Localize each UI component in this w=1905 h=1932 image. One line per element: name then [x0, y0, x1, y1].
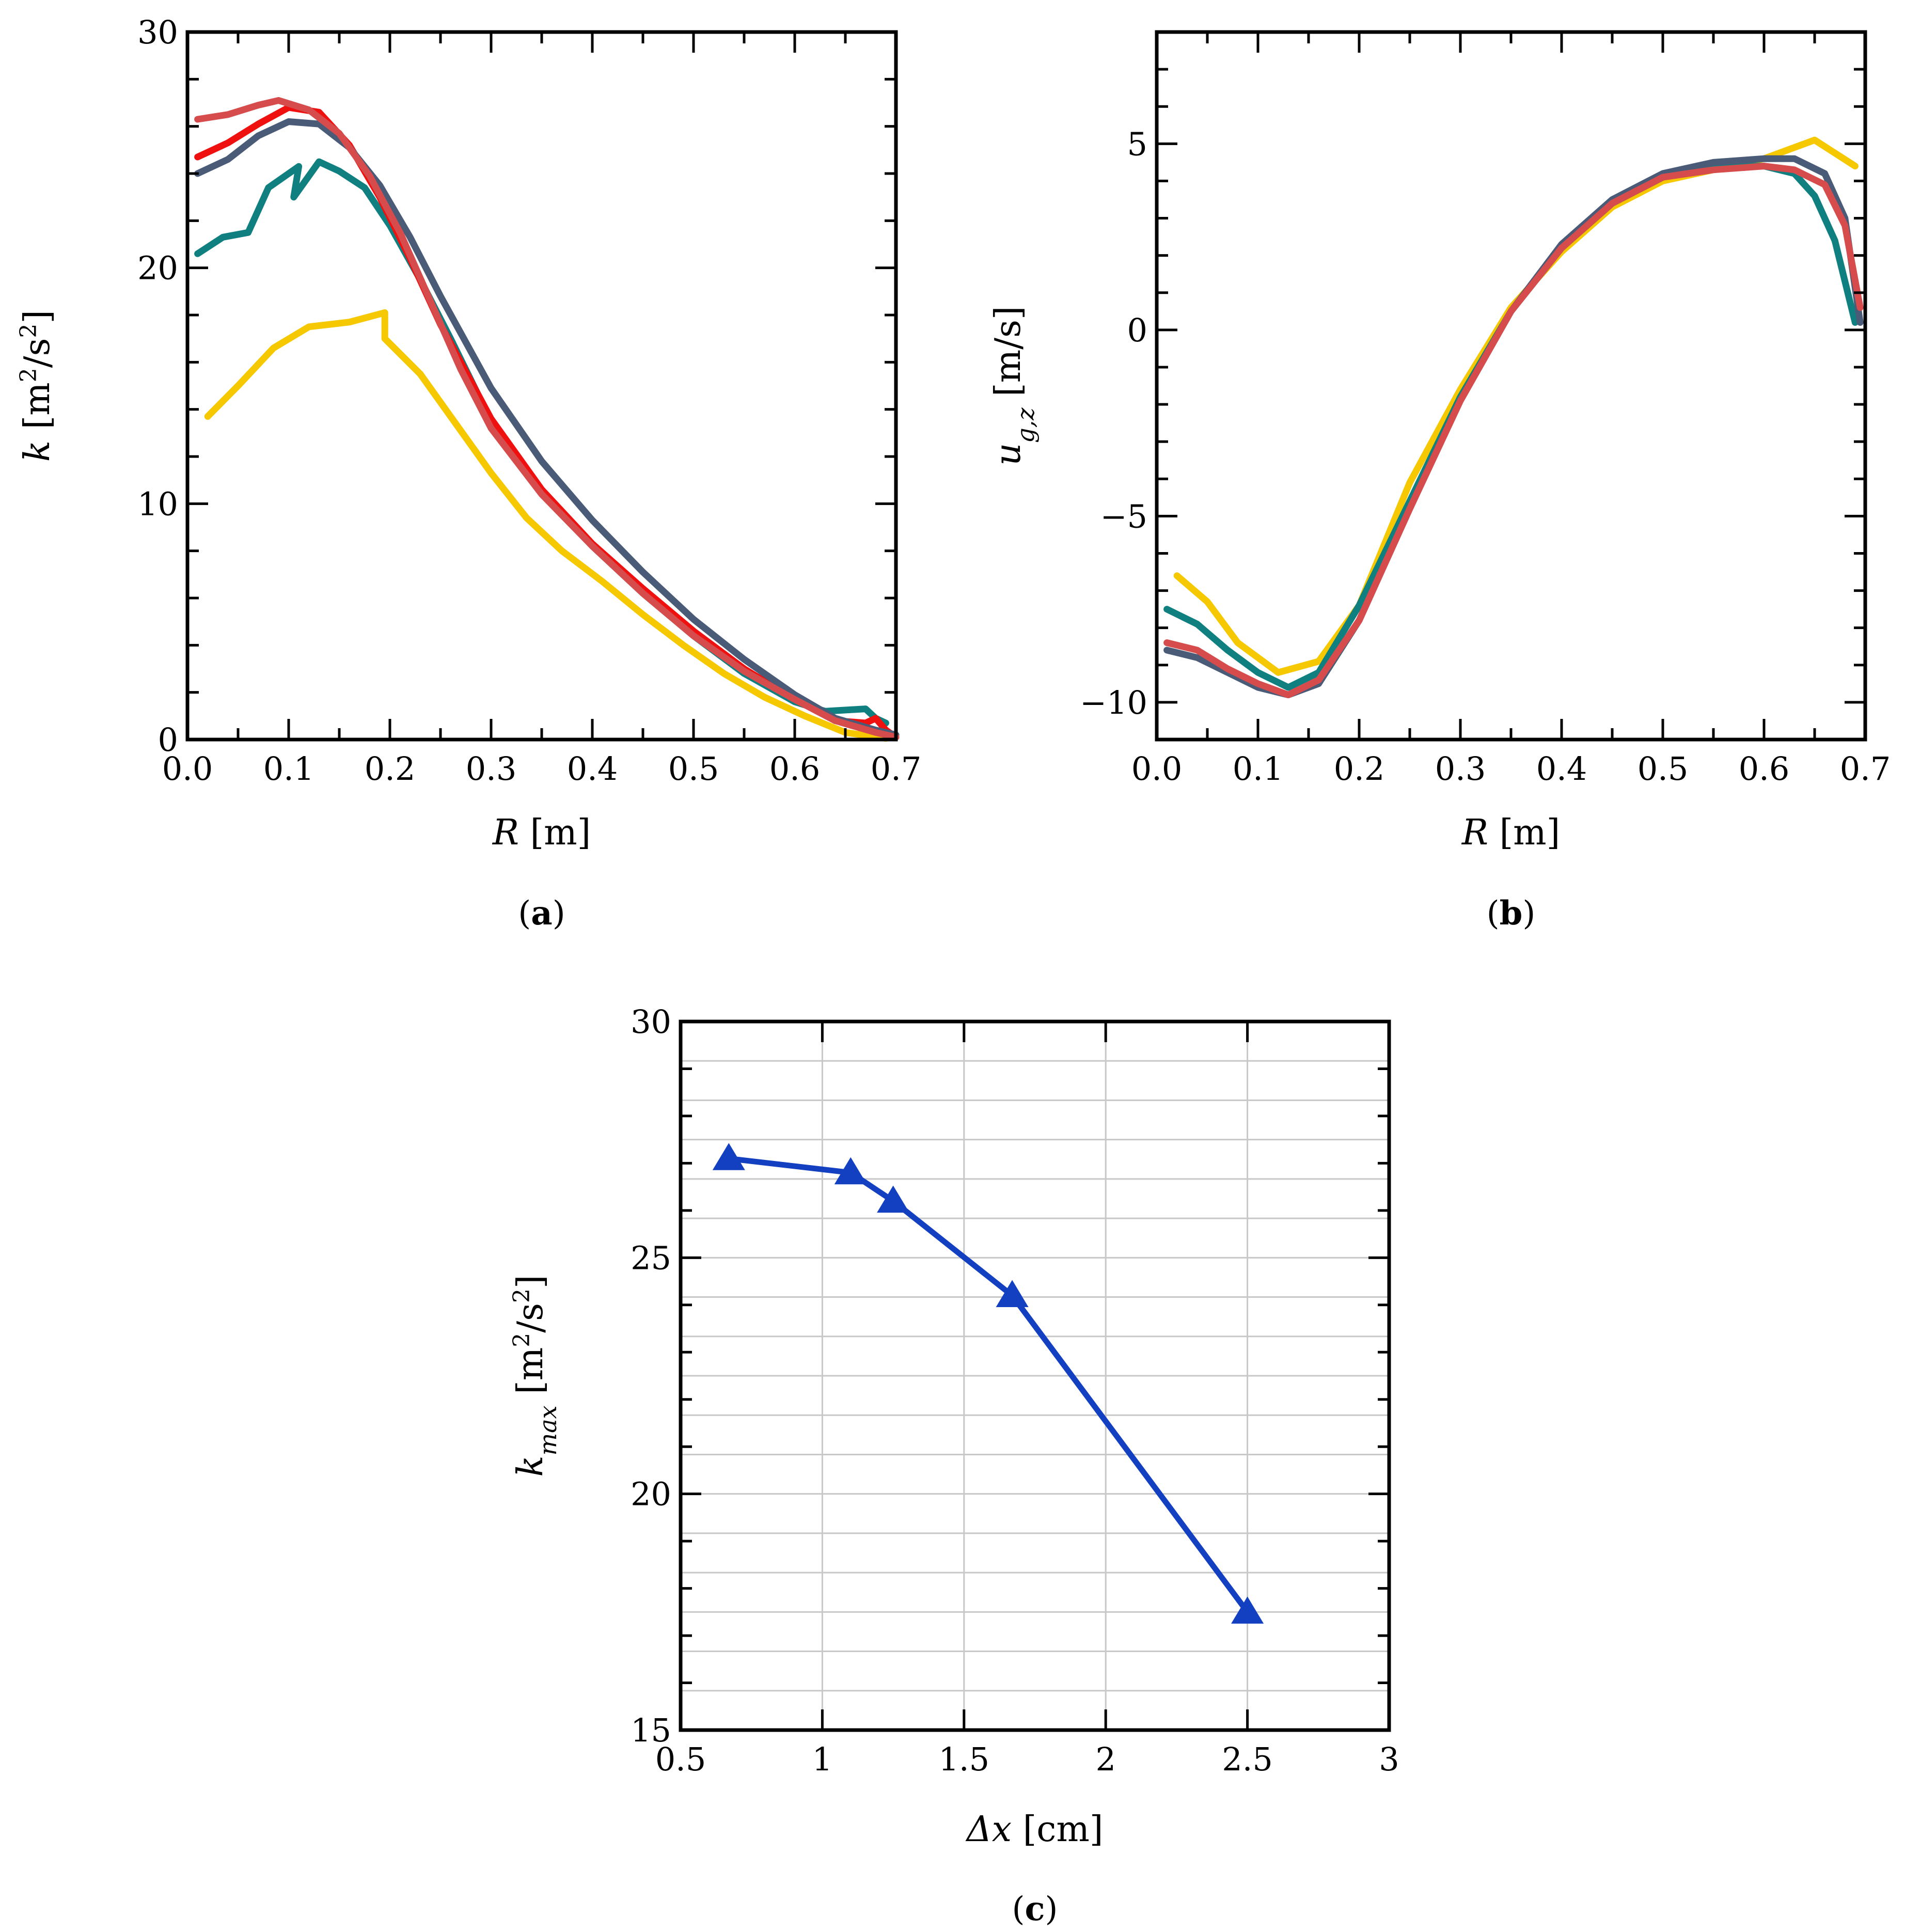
- panel-c-caption: (c): [1012, 1890, 1058, 1928]
- x-tick-label: 2: [1095, 1740, 1115, 1778]
- series-line-rose: [194, 97, 900, 741]
- data-point-marker: [1231, 1596, 1264, 1624]
- y-tick-label: 30: [631, 1003, 671, 1041]
- panel-c-series-group: [712, 1143, 1264, 1624]
- panel-a-y-axis-label: k [m2/s2]: [15, 310, 58, 462]
- x-tick-label: 0.2: [365, 750, 416, 788]
- x-tick-label: 0.3: [1435, 750, 1486, 788]
- x-tick-label: 0.4: [1536, 750, 1587, 788]
- y-tick-label: 0: [158, 721, 178, 759]
- panel-b-ticks: 0.0 0.1 0.2 0.3 0.4 0.5 0.6 0.7 −10 −5 0 5: [1080, 30, 1891, 788]
- data-point-marker: [712, 1143, 745, 1170]
- data-point-marker: [996, 1280, 1029, 1308]
- panel-b-y-axis-label: ug,z [m/s]: [988, 306, 1040, 465]
- x-tick-label: 0.5: [1638, 750, 1689, 788]
- panel-a-ticks: 0.0 0.1 0.2 0.3 0.4 0.5 0.6 0.7 0 10 20 30: [137, 13, 921, 788]
- panel-a-frame: [185, 30, 898, 742]
- x-tick-label: 1: [812, 1740, 832, 1778]
- x-tick-label: 0.3: [466, 750, 517, 788]
- panel-a-x-axis-label: R [m]: [492, 812, 591, 853]
- y-tick-label: 5: [1127, 125, 1147, 163]
- panel-a-kinetic-energy-profile: 0.0 0.1 0.2 0.3 0.4 0.5 0.6 0.7 0 10 20 30 R [m] k …: [15, 13, 922, 933]
- x-tick-label: 0.6: [769, 750, 821, 788]
- x-tick-label: 0.7: [1840, 750, 1891, 788]
- series-line-rose: [1163, 163, 1864, 698]
- x-tick-label: 0.7: [871, 750, 922, 788]
- panel-a-series-group: [194, 97, 900, 742]
- panel-b-frame: [1155, 30, 1867, 742]
- series-line-k_max: [726, 1155, 1251, 1615]
- y-tick-label: −10: [1080, 684, 1147, 721]
- series-line-yellow: [1173, 136, 1859, 676]
- panel-b-velocity-profile: 0.0 0.1 0.2 0.3 0.4 0.5 0.6 0.7 −10 −5 0 5 R [m] ug…: [988, 30, 1891, 933]
- x-tick-label: 0.4: [567, 750, 618, 788]
- x-tick-label: 2.5: [1222, 1740, 1273, 1778]
- series-line-teal: [194, 158, 889, 727]
- y-tick-label: 20: [137, 249, 178, 287]
- x-tick-label: 1.5: [938, 1740, 989, 1778]
- panel-b-x-axis-label: R [m]: [1461, 812, 1560, 853]
- x-tick-label: 3: [1379, 1740, 1399, 1778]
- y-tick-label: −5: [1100, 497, 1147, 535]
- panel-b-series-group: [1163, 136, 1864, 698]
- panel-c-grid: [680, 1022, 1390, 1730]
- series-line-red: [194, 104, 900, 741]
- panel-b-caption: (b): [1487, 894, 1536, 933]
- x-tick-label: 0.1: [1233, 750, 1284, 788]
- panel-c-x-axis-label: Δx [cm]: [965, 1809, 1104, 1850]
- x-tick-label: 0.0: [1131, 750, 1183, 788]
- series-line-slate: [1163, 155, 1864, 698]
- y-tick-label: 10: [137, 485, 178, 523]
- x-tick-label: 0.5: [655, 1740, 706, 1778]
- x-tick-label: 0.1: [263, 750, 314, 788]
- y-tick-label: 15: [631, 1711, 671, 1749]
- data-point-marker: [877, 1185, 910, 1213]
- series-line-teal: [1163, 163, 1859, 691]
- x-tick-label: 0.0: [162, 750, 213, 788]
- x-tick-label: 0.5: [668, 750, 719, 788]
- y-tick-label: 0: [1127, 311, 1147, 349]
- panel-c-frame: [679, 1019, 1391, 1732]
- y-tick-label: 20: [631, 1475, 671, 1513]
- x-tick-label: 0.2: [1334, 750, 1385, 788]
- panel-c-kmax-convergence: 0.5 1 1.5 2 2.5 3 15 20 25 30 Δx [cm] kmax [m2/s2…: [509, 1003, 1399, 1928]
- x-tick-label: 0.6: [1739, 750, 1790, 788]
- series-line-yellow: [204, 309, 889, 742]
- series-line-slate: [194, 118, 900, 739]
- panel-a-caption: (a): [518, 894, 565, 933]
- y-tick-label: 25: [631, 1239, 671, 1277]
- panel-c-ticks: 0.5 1 1.5 2 2.5 3 15 20 25 30: [631, 1003, 1399, 1778]
- y-tick-label: 30: [137, 13, 178, 51]
- data-point-marker: [834, 1157, 867, 1185]
- panel-c-y-axis-label: kmax [m2/s2]: [509, 1275, 562, 1477]
